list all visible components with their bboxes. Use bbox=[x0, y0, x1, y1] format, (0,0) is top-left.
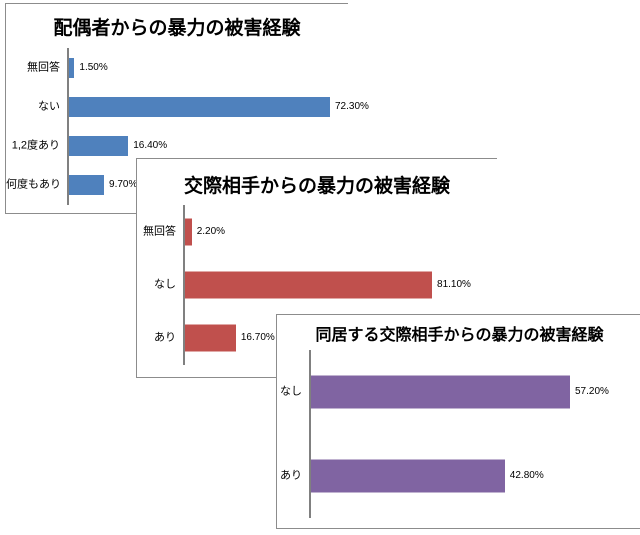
bar-segment[interactable] bbox=[69, 136, 129, 157]
value-label: 2.20% bbox=[196, 225, 226, 237]
value-label: 81.10% bbox=[437, 279, 471, 290]
value-label: 57.20% bbox=[575, 386, 609, 397]
category-label: 何度もあり bbox=[6, 178, 61, 191]
category-axis bbox=[67, 48, 69, 205]
category-label: あり bbox=[154, 331, 176, 344]
category-label: なし bbox=[280, 385, 302, 398]
bar-segment[interactable] bbox=[69, 57, 75, 78]
bar-segment[interactable] bbox=[311, 375, 570, 409]
bar-segment[interactable] bbox=[69, 175, 105, 196]
chart-title: 配偶者からの暴力の被害経験 bbox=[53, 18, 301, 39]
value-label: 16.70% bbox=[240, 332, 275, 344]
value-label: 16.40% bbox=[133, 140, 168, 152]
category-label: 無回答 bbox=[27, 61, 60, 74]
category-label: 無回答 bbox=[143, 225, 176, 238]
category-axis bbox=[309, 350, 311, 518]
category-label: あり bbox=[280, 469, 302, 482]
bar-segment[interactable] bbox=[69, 96, 330, 117]
bar-segment[interactable] bbox=[311, 459, 505, 493]
value-label: 72.30% bbox=[335, 100, 369, 112]
category-label: 1,2度あり bbox=[11, 139, 60, 152]
category-label: ない bbox=[38, 100, 60, 113]
category-label: なし bbox=[154, 278, 176, 291]
value-label: 9.70% bbox=[109, 179, 138, 191]
chart-title: 交際相手からの暴力の被害経験 bbox=[183, 176, 450, 197]
bar-segment[interactable] bbox=[185, 271, 433, 299]
value-label: 42.80% bbox=[509, 470, 544, 481]
chart-title: 同居する交際相手からの暴力の被害経験 bbox=[315, 327, 604, 344]
chart-cohabiting-partner-violence[interactable]: 同居する交際相手からの暴力の被害経験 なし 57.20% あり 42.80% bbox=[276, 314, 640, 529]
bar-segment[interactable] bbox=[185, 218, 192, 246]
bar-segment[interactable] bbox=[185, 324, 236, 352]
category-axis bbox=[183, 205, 185, 365]
value-label: 1.50% bbox=[79, 61, 108, 73]
